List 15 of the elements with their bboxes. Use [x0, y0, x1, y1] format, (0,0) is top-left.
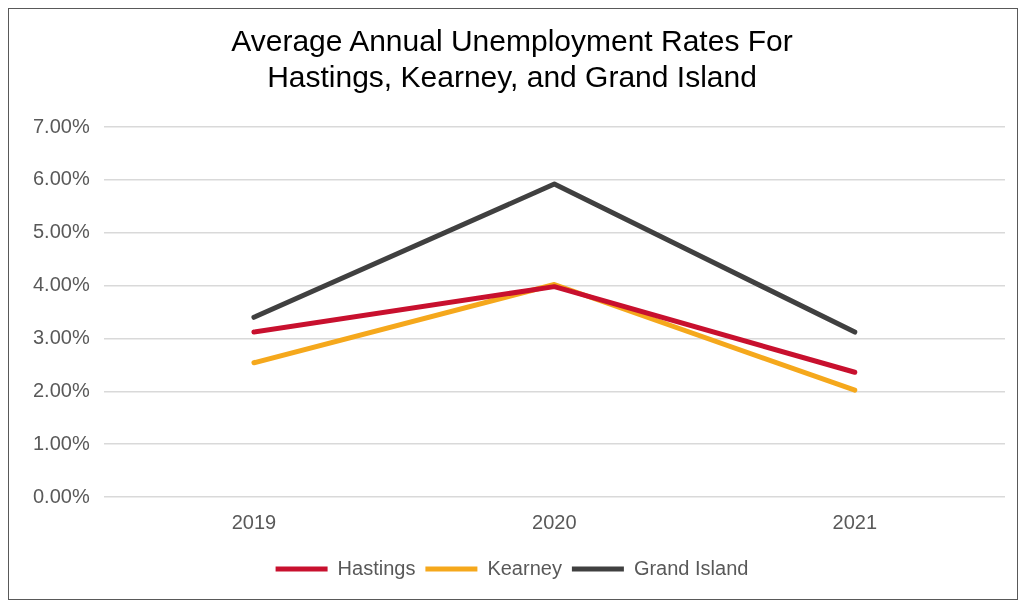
x-tick-label: 2021	[832, 510, 878, 533]
legend-label: Hastings	[337, 556, 416, 579]
legend-label: Kearney	[487, 556, 562, 579]
x-tick-label: 2020	[532, 510, 577, 533]
y-tick-label: 0.00%	[32, 484, 90, 507]
y-tick-label: 5.00%	[32, 220, 90, 243]
x-tick-label: 2019	[231, 510, 277, 533]
chart-title: Average Annual Unemployment Rates For Hastings, Kearney, and Grand Island	[231, 24, 793, 94]
legend-label: Grand Island	[633, 556, 749, 579]
y-tick-label: 6.00%	[32, 167, 90, 190]
y-tick-label: 1.00%	[32, 431, 90, 454]
y-tick-label: 3.00%	[32, 325, 90, 348]
y-tick-label: 2.00%	[32, 378, 90, 401]
y-tick-label: 4.00%	[32, 273, 90, 296]
y-tick-label: 7.00%	[32, 114, 90, 137]
